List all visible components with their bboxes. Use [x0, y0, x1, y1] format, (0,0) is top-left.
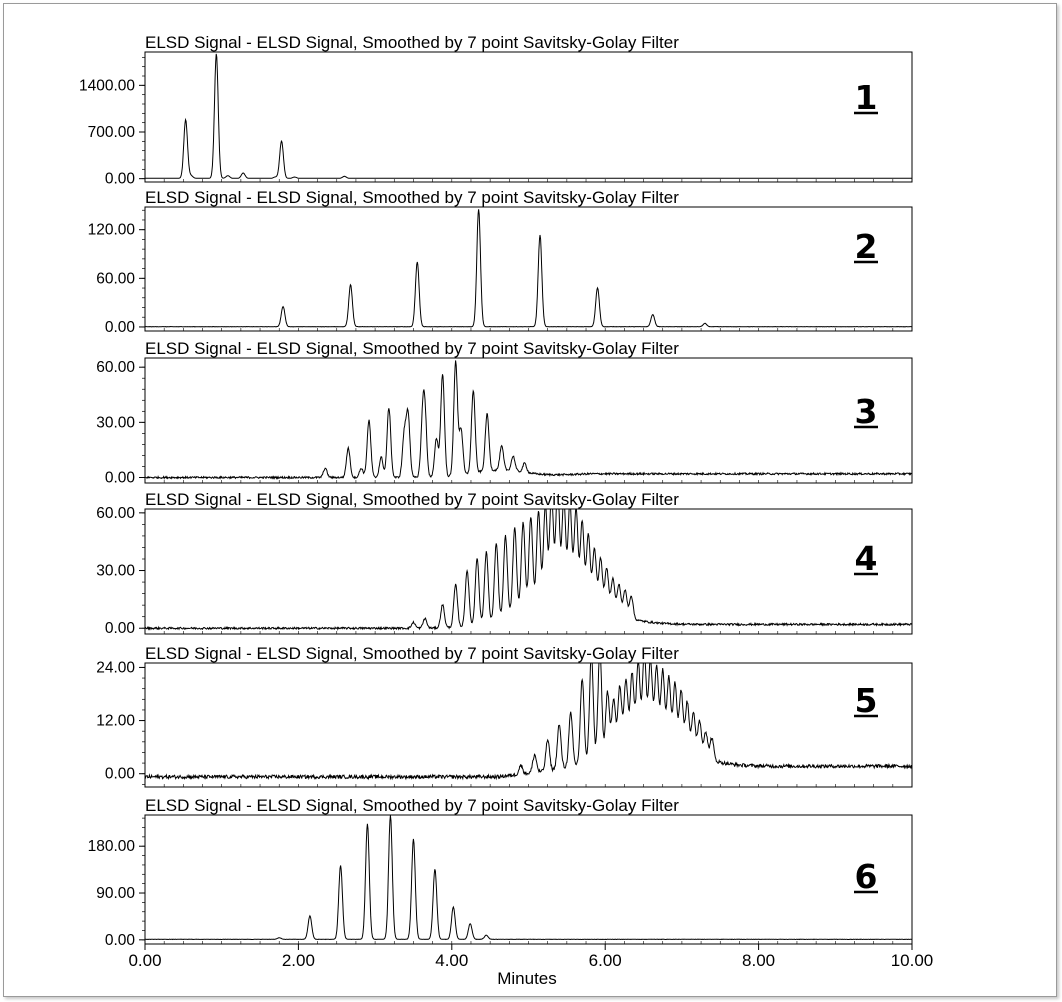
panel-3-number: 3	[855, 392, 878, 431]
panel-6-title: ELSD Signal - ELSD Signal, Smoothed by 7…	[145, 796, 679, 815]
panel-5-frame	[144, 662, 913, 788]
y-tick-label: 60.00	[96, 359, 135, 376]
y-tick-label: 60.00	[96, 270, 135, 287]
panel-4-title: ELSD Signal - ELSD Signal, Smoothed by 7…	[145, 490, 679, 509]
panel-4: ELSD Signal - ELSD Signal, Smoothed by 7…	[96, 490, 913, 637]
panel-1-trace	[145, 53, 912, 179]
x-tick-label: 4.00	[435, 951, 468, 970]
panel-6-trace	[145, 815, 912, 941]
y-tick-label: 0.00	[105, 171, 136, 188]
panel-3-title: ELSD Signal - ELSD Signal, Smoothed by 7…	[145, 339, 679, 358]
panel-4-trace	[145, 509, 912, 631]
y-tick-label: 120.00	[88, 222, 136, 239]
panel-6-frame	[144, 814, 913, 945]
y-tick-label: 0.00	[105, 319, 136, 336]
figure-frame	[3, 3, 1057, 997]
x-tick-label: 6.00	[589, 951, 622, 970]
panel-5-number: 5	[855, 681, 878, 720]
x-tick-label: 10.00	[891, 951, 934, 970]
y-tick-label: 0.00	[105, 766, 136, 783]
panel-2-frame	[144, 206, 913, 332]
y-tick-label: 30.00	[96, 563, 135, 580]
y-tick-label: 1400.00	[79, 77, 135, 94]
x-tick-label: 8.00	[742, 951, 775, 970]
y-tick-label: 700.00	[88, 124, 136, 141]
panels-group: ELSD Signal - ELSD Signal, Smoothed by 7…	[79, 33, 913, 949]
panel-2-number: 2	[855, 227, 878, 266]
panel-5-title: ELSD Signal - ELSD Signal, Smoothed by 7…	[145, 644, 679, 663]
y-tick-label: 30.00	[96, 414, 135, 431]
x-axis-label: Minutes	[497, 969, 557, 988]
y-tick-label: 0.00	[105, 932, 136, 949]
x-tick-label: 2.00	[282, 951, 315, 970]
x-tick-label: 0.00	[128, 951, 161, 970]
panel-6-number: 6	[855, 857, 878, 896]
panel-1-title: ELSD Signal - ELSD Signal, Smoothed by 7…	[145, 33, 679, 52]
y-tick-label: 0.00	[105, 469, 136, 486]
y-tick-label: 24.00	[96, 659, 135, 676]
panel-6: ELSD Signal - ELSD Signal, Smoothed by 7…	[88, 796, 913, 949]
shared-x-axis: 0.00 2.00 4.00 6.00 8.00 10.00	[128, 944, 933, 970]
y-tick-label: 60.00	[96, 505, 135, 522]
y-tick-label: 12.00	[96, 713, 135, 730]
y-tick-label: 90.00	[96, 885, 135, 902]
panel-2-title: ELSD Signal - ELSD Signal, Smoothed by 7…	[145, 188, 679, 207]
y-tick-label: 180.00	[88, 838, 136, 855]
panel-2-trace	[145, 209, 912, 328]
y-tick-label: 0.00	[105, 620, 136, 637]
panel-3-frame	[144, 357, 913, 484]
panel-4-number: 4	[855, 539, 878, 578]
panel-1-number: 1	[855, 78, 878, 117]
panel-2: ELSD Signal - ELSD Signal, Smoothed by 7…	[88, 188, 913, 336]
panel-3: ELSD Signal - ELSD Signal, Smoothed by 7…	[96, 339, 913, 486]
panel-5: ELSD Signal - ELSD Signal, Smoothed by 7…	[96, 644, 913, 788]
panel-3-trace	[145, 360, 912, 480]
panel-5-trace	[145, 663, 912, 781]
panel-1-frame	[144, 51, 913, 183]
panel-1: ELSD Signal - ELSD Signal, Smoothed by 7…	[79, 33, 913, 188]
